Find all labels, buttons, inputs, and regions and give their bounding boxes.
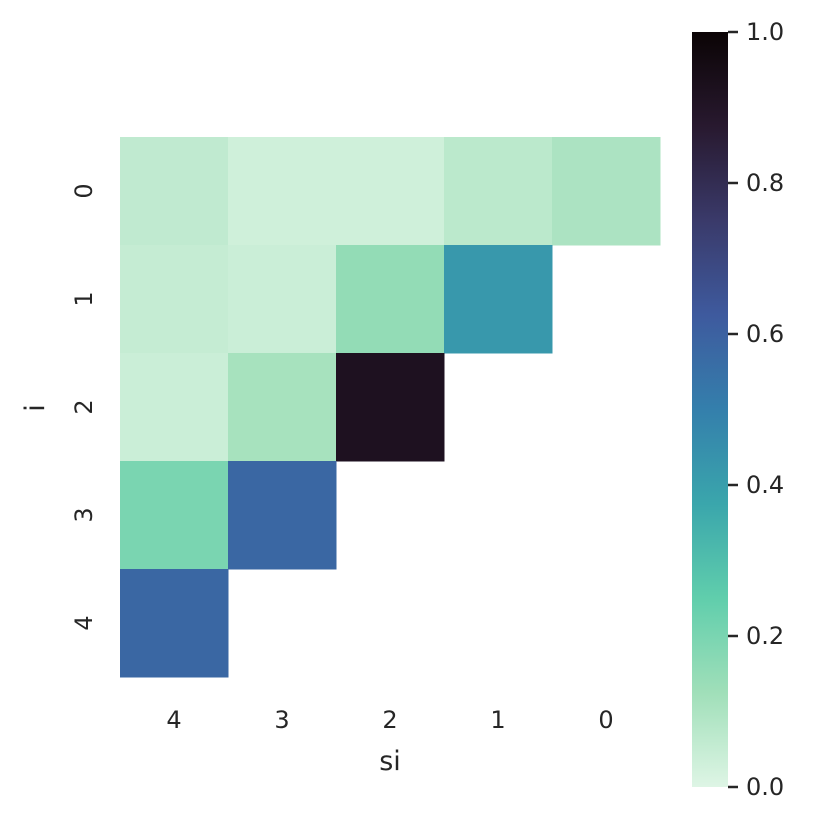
x-tick-label: 2 [382,706,397,734]
y-tick-label: 0 [70,183,98,198]
heatmap-cells [120,137,661,678]
y-tick-label: 4 [70,615,98,630]
colorbar [692,32,728,787]
y-tick-label: 2 [70,399,98,414]
y-axis-ticks: 0 1 2 3 4 [70,183,98,630]
heatmap-cell-4-4 [120,569,229,678]
heatmap-cell-2-3 [228,353,337,462]
heatmap-cell-1-1 [444,245,553,354]
x-tick-label: 4 [166,706,181,734]
heatmap-cell-0-0 [552,137,661,246]
colorbar-tick-label: 0.8 [746,169,784,197]
heatmap-cell-2-4 [120,353,229,462]
colorbar-tick-label: 0.4 [746,471,784,499]
y-axis-label: i [20,404,51,412]
heatmap-cell-3-3 [228,461,337,570]
y-tick-label: 3 [70,507,98,522]
x-tick-label: 3 [274,706,289,734]
y-tick-label: 1 [70,291,98,306]
x-axis-label: si [379,746,401,777]
x-axis-ticks: 4 3 2 1 0 [166,706,613,734]
x-tick-label: 1 [490,706,505,734]
heatmap-cell-2-2 [336,353,445,462]
heatmap-cell-1-3 [228,245,337,354]
heatmap-cell-0-3 [228,137,337,246]
x-tick-label: 0 [598,706,613,734]
heatmap-cell-0-1 [444,137,553,246]
heatmap-cell-1-2 [336,245,445,354]
colorbar-ticks: 0.0 0.2 0.4 0.6 0.8 1.0 [728,18,784,801]
heatmap-cell-1-4 [120,245,229,354]
colorbar-tick-label: 0.6 [746,320,784,348]
colorbar-tick-label: 0.2 [746,622,784,650]
colorbar-tick-label: 0.0 [746,773,784,801]
colorbar-tick-label: 1.0 [746,18,784,46]
heatmap-cell-0-2 [336,137,445,246]
heatmap-cell-3-4 [120,461,229,570]
heatmap-cell-0-4 [120,137,229,246]
